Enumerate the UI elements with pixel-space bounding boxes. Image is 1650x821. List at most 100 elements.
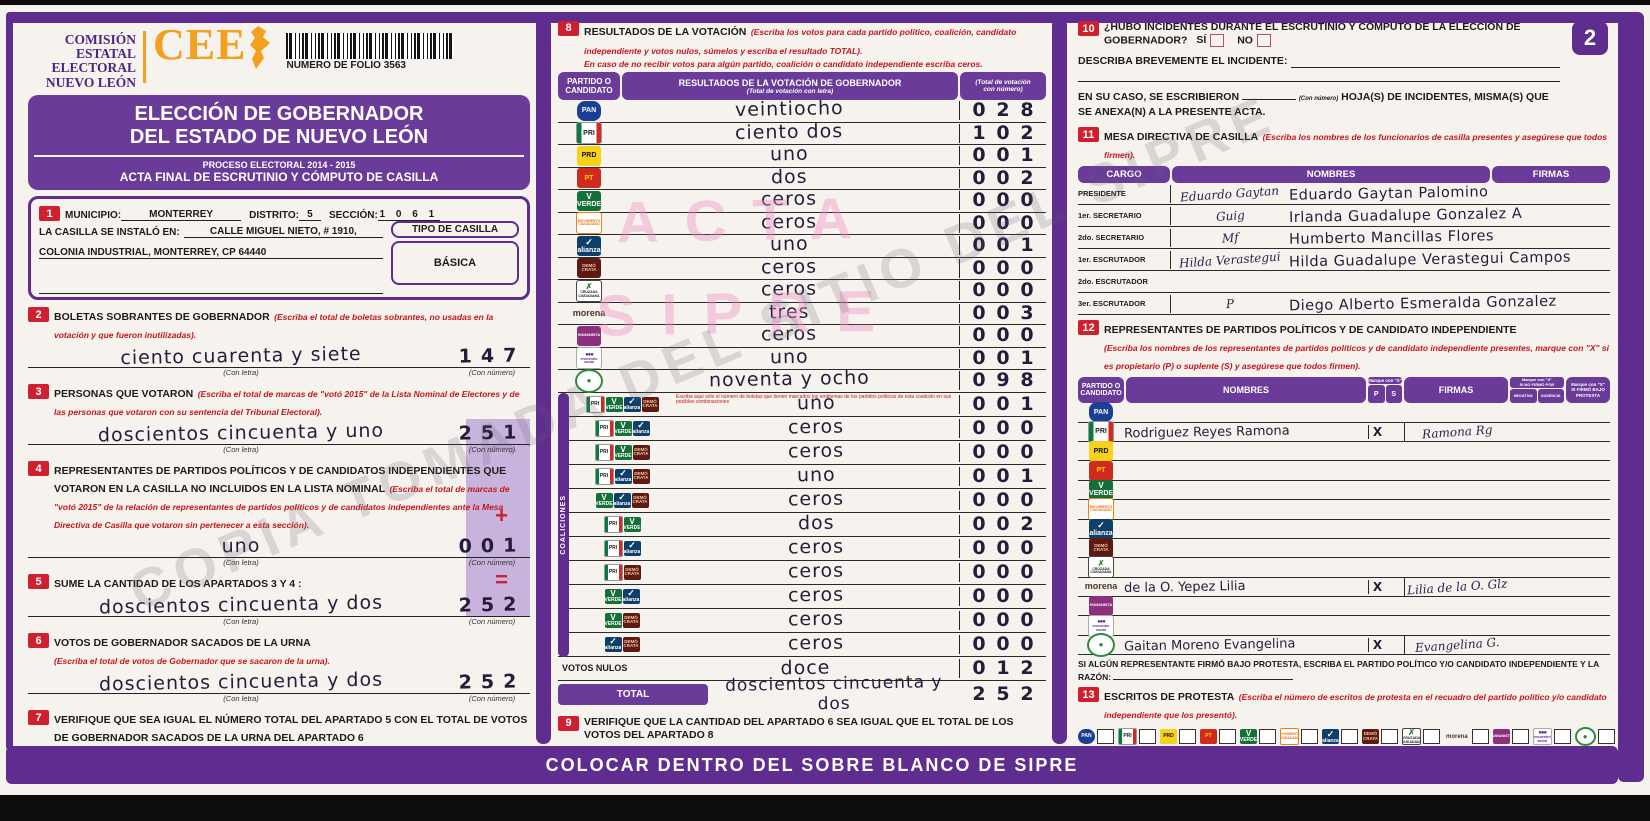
nombre-handwriting: Gaitan Moreno Evangelina bbox=[1123, 636, 1296, 655]
party-cell: ● bbox=[1078, 633, 1124, 658]
morena-party-logo: morena bbox=[572, 307, 606, 318]
proceso-electoral: PROCESO ELECTORAL 2014 - 2015 bbox=[202, 160, 356, 170]
header-nombres: NOMBRES bbox=[1126, 377, 1366, 404]
independiente-party-logo: ● bbox=[1574, 727, 1596, 747]
pes-party-logo: ●●● encuentro social bbox=[576, 347, 602, 370]
letra-cell: ceros bbox=[674, 535, 959, 558]
firma-cell: P bbox=[1170, 294, 1289, 313]
democrata-party-logo: DEMÓ CRATA bbox=[641, 396, 659, 412]
votos-nulos-label: VOTOS NULOS bbox=[562, 663, 628, 673]
firma-cell: Guig bbox=[1170, 206, 1289, 225]
party-cell: V VERDE bbox=[1078, 479, 1124, 500]
result-row-pri: PRI ciento dos 1 0 2 bbox=[558, 120, 1046, 145]
section-7: 7 VERIFIQUE QUE SEA IGUAL EL NÚMERO TOTA… bbox=[28, 710, 530, 746]
party-cell: ✗ CRUZADA CIUDADANA bbox=[1078, 556, 1124, 579]
result-row-prd: PRD uno 0 0 1 bbox=[558, 143, 1046, 168]
letra-handwriting: ceros bbox=[788, 559, 845, 582]
equals-operator: = bbox=[495, 567, 508, 592]
header-negativa: NEGATIVA bbox=[1510, 388, 1537, 404]
protesta-group-humanista: HUMANISTA bbox=[1492, 729, 1529, 745]
result-row-mc: MOVIMIENTO CIUDADANO ceros 0 0 0 bbox=[558, 210, 1046, 235]
direccion-line3-blank bbox=[39, 275, 383, 294]
coalition-party-cell: V VERDE ✓ alianza bbox=[558, 588, 674, 604]
pri-party-logo: PRI bbox=[1118, 728, 1137, 746]
coaliciones-vertical-label: COALICIONES bbox=[558, 392, 569, 657]
nombre-handwriting: Eduardo Gaytan Palomino bbox=[1288, 183, 1489, 204]
total-letra: doscientos cincuenta y dos bbox=[724, 672, 943, 715]
letra-handwriting: uno bbox=[769, 232, 810, 256]
section-9-title: VERIFIQUE QUE LA CANTIDAD DEL APARTADO 6… bbox=[584, 715, 1014, 741]
democrata-party-logo: DEMÓ CRATA bbox=[1362, 729, 1379, 745]
verde-party-logo: V VERDE bbox=[595, 492, 613, 508]
protesta-group-pri: PRI bbox=[1118, 728, 1156, 746]
letra-cell: ceros bbox=[674, 607, 959, 630]
letra-cell: ceros bbox=[674, 559, 959, 582]
coalition-row-verde-alianza: V VERDE ✓ alianza ceros 0 0 0 bbox=[558, 583, 1046, 609]
protesta-count-box bbox=[1139, 729, 1156, 745]
firma-signature: Ramona Rg bbox=[1421, 422, 1493, 441]
section-8-badge: 8 bbox=[558, 21, 579, 36]
distrito-value: 5 bbox=[298, 209, 321, 221]
protesta-count-box bbox=[1597, 729, 1615, 745]
municipio-value: MONTERREY bbox=[121, 209, 242, 221]
nombre-cell: de la O. Yepez Lilia bbox=[1124, 578, 1368, 596]
result-row-verde: V VERDE ceros 0 0 0 bbox=[558, 188, 1046, 213]
letra-cell: ceros bbox=[620, 323, 959, 346]
rep-row-verde: V VERDE bbox=[1078, 479, 1610, 501]
right-purple-band bbox=[1618, 12, 1644, 782]
result-row-morena: morena tres 0 0 3 bbox=[558, 300, 1046, 325]
pes-party-logo: ●●● encuentro social bbox=[1088, 614, 1114, 637]
header-s: S bbox=[1385, 385, 1402, 404]
section-8-note1: (Escriba los votos para cada partido pol… bbox=[584, 27, 1017, 57]
pes-party-logo: ●●● encuentro social bbox=[1532, 728, 1552, 746]
con-numero-label: (Con número) bbox=[468, 558, 516, 567]
nombre-handwriting: de la O. Yepez Lilia bbox=[1123, 578, 1246, 596]
nombre-handwriting: Rodriguez Reyes Ramona bbox=[1123, 423, 1290, 442]
letra-handwriting: dos bbox=[771, 165, 808, 189]
municipio-label: MUNICIPIO: bbox=[65, 210, 122, 221]
mesa-directiva-table: CARGO NOMBRES FIRMAS PRESIDENTE Eduardo G… bbox=[1078, 166, 1610, 316]
firma-cell: Ramona Rg bbox=[1404, 422, 1509, 441]
header-resultados-sub: (Total de votación con letra) bbox=[746, 87, 834, 95]
letra-cell: uno bbox=[674, 463, 959, 486]
alianza-party-logo: ✓ alianza bbox=[604, 636, 622, 652]
rep-row-independiente: ● Gaitan Moreno Evangelina X Evangelina G. bbox=[1078, 633, 1610, 658]
top-purple-bar bbox=[6, 12, 1638, 23]
nombre-cell: Rodriguez Reyes Ramona bbox=[1124, 423, 1368, 441]
protesta-count-box bbox=[1341, 729, 1358, 745]
coalition-row-pri-verde-alianza: PRI V VERDE ✓ alianza ceros 0 0 0 bbox=[558, 415, 1046, 441]
reps-votaron-letra: uno bbox=[221, 534, 261, 558]
alianza-party-logo: ✓ alianza bbox=[632, 420, 650, 436]
header-no-firmo: Marque con "X" SI NO FIRMÓ POR NEGATIVA … bbox=[1510, 377, 1564, 404]
democrata-party-logo: DEMÓ CRATA bbox=[622, 612, 640, 628]
org-name: COMISIÓN ESTATAL ELECTORAL NUEVO LEÓN bbox=[45, 32, 136, 90]
firma-cell: Eduardo Gaytan bbox=[1170, 183, 1289, 204]
cargo-cell: 1er. SECRETARIO bbox=[1078, 211, 1142, 221]
tipo-casilla-label: TIPO DE CASILLA bbox=[391, 221, 519, 238]
protesta-count-box bbox=[1553, 729, 1571, 745]
propietario-cell: X bbox=[1368, 579, 1386, 594]
encaso-post2: ANEXA(N) A LA PRESENTE ACTA. bbox=[1094, 106, 1266, 119]
coalition-party-cell: V VERDE ✓ alianza DEMÓ CRATA bbox=[558, 492, 674, 508]
party-result-rows: PAN veintiocho 0 2 8 PRI ciento dos 1 0 2 PRD uno 0 0… bbox=[558, 97, 1046, 393]
rep-row-pan: PAN bbox=[1078, 402, 1610, 423]
con-numero-label: (Con número) bbox=[468, 694, 516, 703]
section-12: 12 REPRESENTANTES DE PARTIDOS POLÍTICOS … bbox=[1078, 320, 1610, 683]
section-13-badge: 13 bbox=[1078, 687, 1099, 703]
casilla-ubicacion-label: LA CASILLA SE INSTALÓ EN: bbox=[39, 227, 180, 238]
no-label: NO bbox=[1237, 34, 1253, 47]
result-row-pan: PAN veintiocho 0 2 8 bbox=[558, 97, 1046, 123]
column-divider-1 bbox=[536, 18, 551, 744]
rep-row-democrata: DEMÓ CRATA bbox=[1078, 538, 1610, 559]
section-6-title: VOTOS DE GOBERNADOR SACADOS DE LA URNA bbox=[54, 637, 311, 649]
